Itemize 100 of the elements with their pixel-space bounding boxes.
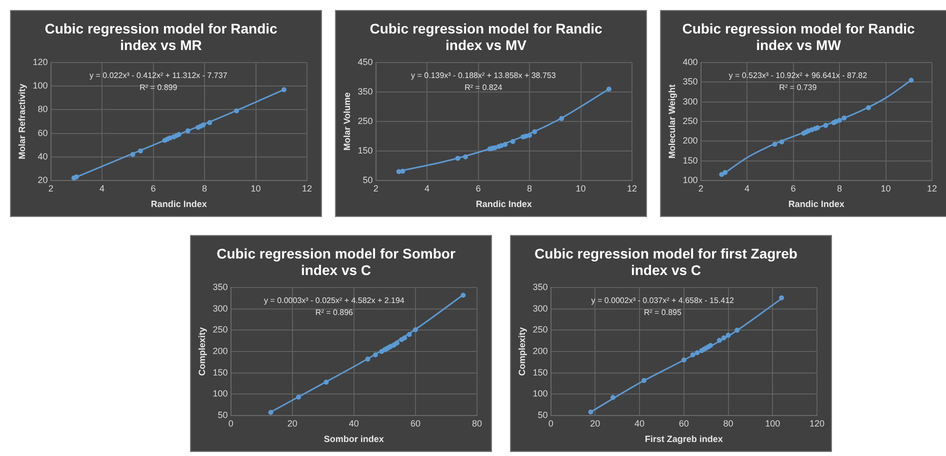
x-tick-label: 8: [837, 183, 842, 194]
point: [815, 125, 820, 130]
y-tick-label: 350: [682, 76, 698, 87]
x-tick-label: 12: [926, 183, 938, 194]
point: [130, 152, 136, 157]
x-tick-label: 4: [100, 183, 105, 194]
y-tick-label: 400: [682, 57, 698, 68]
x-tick-label: 20: [287, 418, 298, 428]
y-tick-label: 250: [682, 116, 698, 126]
annotation: y = 0.022x³ - 0.412x² + 11.312x - 7.737: [90, 70, 228, 80]
y-tick-label: 350: [212, 282, 228, 292]
y-tick-label: 40: [38, 151, 48, 162]
y-tick-label: 300: [532, 303, 548, 314]
point: [610, 395, 616, 400]
point: [200, 122, 206, 128]
y-tick-label: 150: [682, 155, 698, 166]
x-axis-title: Randic Index: [476, 199, 532, 210]
x-tick-label: 40: [634, 418, 645, 428]
y-axis-title: Molar Refractivity: [16, 84, 27, 160]
x-axis-title: Sombor index: [324, 434, 384, 444]
annotation: y = 0.523x³ - 10.92x² + 96.641x - 87.82: [728, 70, 868, 80]
x-tick-label: 12: [302, 183, 312, 194]
point: [772, 142, 778, 147]
point: [681, 358, 686, 363]
x-tick-label: 10: [250, 183, 261, 194]
y-tick-label: 250: [212, 324, 228, 335]
point: [406, 332, 412, 337]
x-tick-label: 40: [348, 418, 359, 428]
y-tick-label: 120: [32, 57, 48, 68]
point: [185, 128, 190, 134]
y-tick-label: 300: [682, 96, 698, 106]
y-tick-label: 100: [32, 80, 48, 91]
y-tick-label: 300: [212, 303, 228, 314]
point: [394, 340, 400, 346]
point: [462, 154, 468, 160]
point: [281, 87, 286, 92]
x-tick-label: 6: [790, 183, 796, 194]
y-tick-label: 150: [532, 367, 548, 378]
point: [400, 168, 406, 174]
x-tick-label: 60: [410, 418, 420, 428]
x-tick-label: 20: [590, 418, 600, 428]
point: [296, 394, 302, 400]
annotation: R² = 0.899: [140, 82, 178, 92]
point: [716, 338, 722, 343]
point: [176, 132, 182, 137]
annotation: y = 0.0003x³ - 0.025x² + 4.582x + 2.194: [264, 296, 405, 305]
point: [866, 105, 871, 110]
y-tick-label: 200: [532, 346, 548, 356]
x-tick-label: 12: [626, 183, 638, 194]
point: [779, 295, 784, 300]
x-tick-label: 6: [150, 183, 156, 194]
annotation: R² = 0.895: [644, 308, 682, 317]
point: [532, 129, 538, 134]
x-tick-label: 120: [809, 418, 825, 428]
point: [641, 378, 646, 383]
y-axis-title: Complexity: [516, 327, 527, 376]
x-axis-title: First Zagreb index: [644, 434, 723, 444]
annotation: R² = 0.896: [315, 308, 354, 317]
y-tick-label: 200: [682, 136, 698, 146]
y-axis-title: Molecular Weight: [666, 84, 677, 159]
y-tick-label: 60: [38, 128, 48, 138]
point: [396, 169, 402, 174]
x-tick-label: 10: [576, 183, 586, 194]
point: [207, 120, 212, 126]
point: [726, 332, 731, 338]
y-tick-label: 250: [358, 116, 373, 126]
y-tick-label: 250: [532, 324, 548, 335]
point: [842, 115, 847, 120]
annotation: y = 0.0002x³ - 0.037x² + 4.658x - 15.412: [591, 296, 735, 305]
x-axis-title: Randic Index: [788, 199, 844, 210]
y-tick-label: 50: [538, 410, 548, 420]
point: [460, 292, 466, 298]
x-tick-label: 4: [744, 183, 750, 194]
point: [734, 328, 740, 333]
point: [412, 327, 418, 332]
x-tick-label: 8: [527, 183, 532, 194]
point: [527, 132, 532, 138]
x-tick-label: 2: [698, 183, 704, 194]
chart-title: Cubic regression model for Randic index vs MV: [370, 20, 603, 54]
y-tick-label: 350: [358, 86, 373, 97]
point: [372, 352, 378, 358]
x-tick-label: 8: [202, 183, 208, 194]
point: [823, 122, 828, 128]
chart-title: Cubic regression model for Randic index vs MR: [44, 20, 278, 54]
x-tick-label: 2: [373, 183, 378, 194]
y-tick-label: 80: [38, 104, 48, 114]
x-tick-label: 4: [424, 183, 430, 194]
x-tick-label: 2: [48, 183, 54, 194]
y-tick-label: 150: [358, 145, 373, 156]
point: [908, 78, 914, 83]
x-tick-label: 100: [765, 418, 780, 428]
y-tick-label: 150: [212, 367, 228, 378]
point: [559, 116, 564, 122]
point: [606, 86, 612, 92]
annotation: R² = 0.824: [464, 82, 503, 92]
point: [455, 156, 460, 161]
point: [167, 135, 172, 140]
point: [837, 118, 842, 123]
point: [234, 108, 240, 114]
x-tick-label: 6: [476, 183, 481, 194]
